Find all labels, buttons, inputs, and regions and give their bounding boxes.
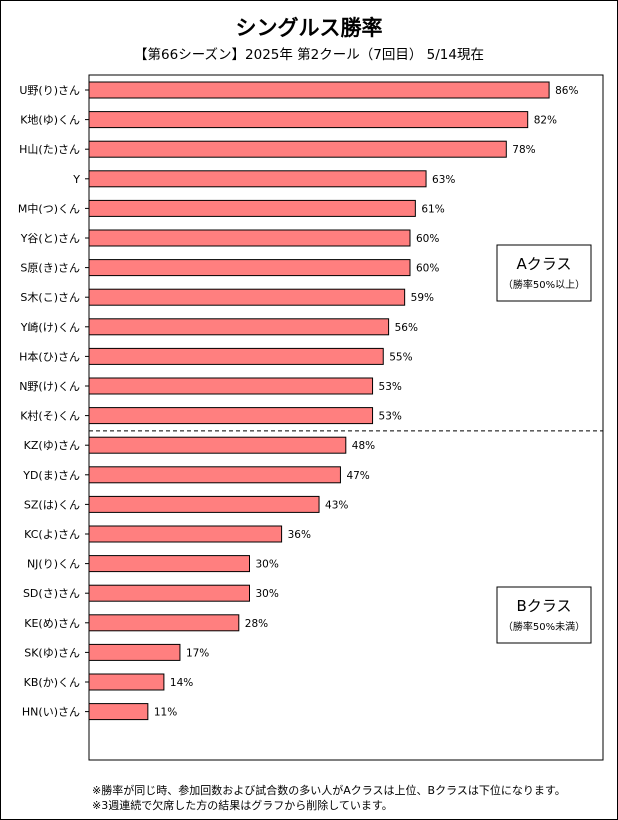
- data-label: 36%: [288, 529, 311, 541]
- footnote-2: ※3週連続で欠席した方の結果はグラフから削除しています。: [92, 799, 393, 812]
- category-label: H山(た)さん: [19, 143, 80, 156]
- data-label: 14%: [170, 677, 193, 689]
- category-label: M中(つ)くん: [18, 202, 80, 215]
- category-label: S木(こ)さん: [20, 291, 80, 304]
- data-label: 61%: [421, 203, 444, 215]
- chart-subtitle: 【第66シーズン】2025年 第2クール（7回目） 5/14現在: [134, 47, 484, 63]
- category-label: KC(よ)さん: [24, 528, 80, 541]
- data-label: 59%: [411, 292, 434, 304]
- bar: [88, 288, 406, 306]
- category-label: YD(ま)さん: [22, 469, 80, 482]
- bar: [88, 643, 181, 661]
- data-label: 43%: [325, 499, 348, 511]
- bar: [88, 555, 250, 573]
- category-label: Y崎(け)くん: [20, 320, 80, 334]
- footnote-1: ※勝率が同じ時、参加回数および試合数の多い人がAクラスは上位、Bクラスは下位にな…: [92, 784, 566, 797]
- bar: [88, 229, 411, 247]
- data-label: 53%: [379, 381, 402, 393]
- data-label: 78%: [512, 144, 535, 156]
- data-label: 17%: [186, 647, 209, 659]
- data-label: 56%: [395, 322, 418, 334]
- category-label: KZ(ゆ)さん: [24, 439, 80, 452]
- group-box: [496, 244, 592, 302]
- category-label: NJ(り)くん: [27, 558, 80, 571]
- bar: [88, 584, 250, 602]
- data-label: 63%: [432, 174, 455, 186]
- category-label: Y谷(と)さん: [20, 232, 80, 245]
- category-label: K村(そ)くん: [20, 409, 80, 423]
- bar: [88, 111, 529, 129]
- data-label: 30%: [256, 559, 279, 571]
- category-label: H本(ひ)さん: [19, 349, 80, 363]
- bar: [88, 525, 283, 543]
- category-label: SK(ゆ)さん: [24, 646, 80, 659]
- data-label: 60%: [416, 233, 439, 245]
- category-label: KE(め)さん: [24, 617, 80, 630]
- bar: [88, 318, 390, 336]
- data-label: 48%: [352, 440, 375, 452]
- category-label: HN(い)さん: [22, 706, 80, 719]
- bar: [88, 347, 384, 365]
- bar: [88, 614, 240, 632]
- chart-title: シングルス勝率: [235, 16, 383, 40]
- data-label: 55%: [389, 351, 412, 363]
- bar: [88, 466, 341, 484]
- category-label: U野(り)さん: [19, 84, 80, 97]
- bar: [88, 703, 149, 721]
- data-label: 47%: [346, 470, 369, 482]
- group-box: [496, 586, 592, 644]
- bar: [88, 407, 374, 425]
- bar: [88, 170, 427, 188]
- group-title: Bクラス: [517, 597, 572, 615]
- category-label: SD(さ)さん: [23, 587, 80, 600]
- data-label: 53%: [379, 411, 402, 423]
- category-label: SZ(は)くん: [24, 498, 80, 511]
- group-subtitle: （勝率50%以上）: [503, 278, 585, 291]
- bar: [88, 259, 411, 277]
- category-label: Y: [72, 173, 80, 186]
- category-label: N野(け)くん: [19, 380, 80, 393]
- bar: [88, 81, 550, 99]
- data-label: 28%: [245, 618, 268, 630]
- data-label: 86%: [555, 85, 578, 97]
- bar: [88, 495, 320, 513]
- group-title: Aクラス: [517, 255, 572, 273]
- bar: [88, 140, 507, 158]
- bar: [88, 377, 374, 395]
- data-label: 60%: [416, 263, 439, 275]
- bar: [88, 199, 416, 217]
- data-label: 82%: [534, 115, 557, 127]
- category-label: S原(き)さん: [20, 262, 80, 275]
- bar: [88, 673, 165, 691]
- category-label: K地(ゆ)くん: [20, 114, 80, 127]
- data-label: 11%: [154, 707, 177, 719]
- bar: [88, 436, 347, 454]
- data-label: 30%: [256, 588, 279, 600]
- group-subtitle: （勝率50%未満）: [503, 620, 585, 633]
- category-label: KB(か)くん: [24, 676, 80, 689]
